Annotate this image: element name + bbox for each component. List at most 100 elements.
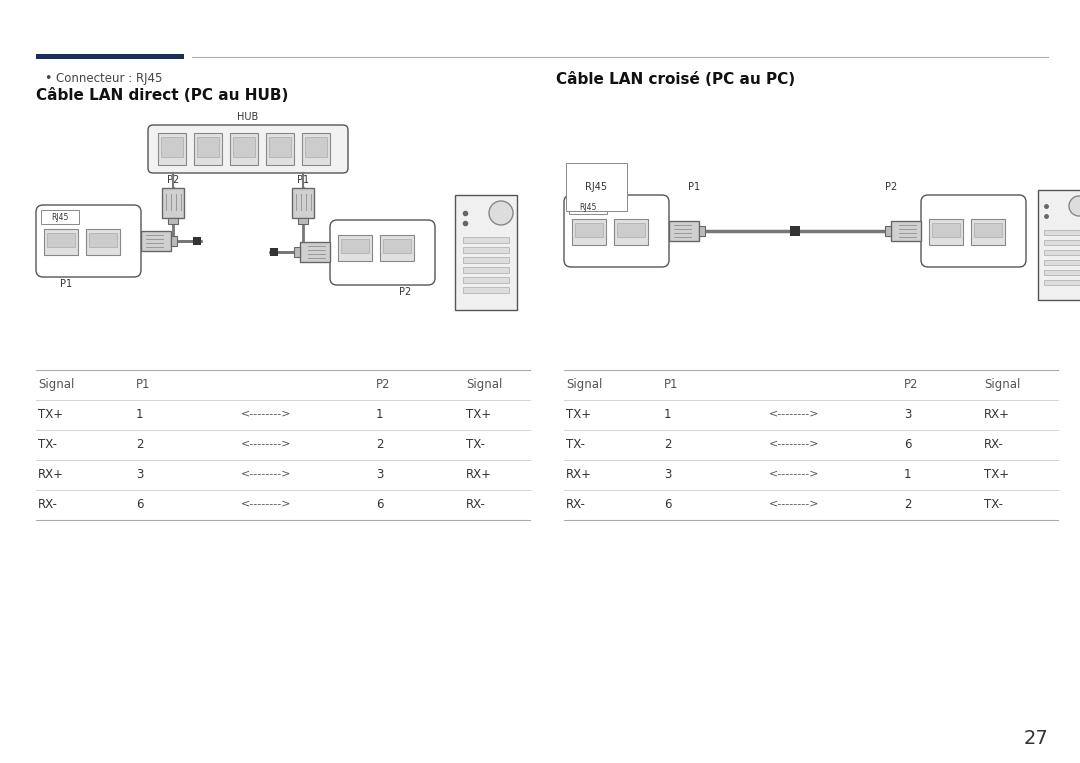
- FancyBboxPatch shape: [148, 125, 348, 173]
- Bar: [1044, 280, 1080, 285]
- Bar: [48, 233, 75, 247]
- Bar: [699, 226, 705, 236]
- Text: Câble LAN croisé (PC au PC): Câble LAN croisé (PC au PC): [556, 72, 795, 87]
- Bar: [463, 247, 509, 253]
- Text: 2: 2: [904, 498, 912, 511]
- Bar: [455, 195, 517, 310]
- Text: Signal: Signal: [38, 378, 75, 391]
- Text: 6: 6: [904, 438, 912, 451]
- Text: 3: 3: [664, 468, 672, 481]
- Bar: [162, 188, 184, 218]
- Bar: [266, 133, 294, 165]
- Bar: [194, 133, 222, 165]
- Bar: [569, 200, 607, 214]
- Text: 3: 3: [136, 468, 144, 481]
- Text: Signal: Signal: [566, 378, 603, 391]
- Bar: [298, 218, 308, 224]
- Bar: [380, 235, 414, 261]
- Bar: [193, 237, 201, 245]
- Bar: [1044, 240, 1080, 245]
- Text: Connecteur : RJ45: Connecteur : RJ45: [56, 72, 162, 85]
- FancyBboxPatch shape: [564, 195, 669, 267]
- Text: RX-: RX-: [984, 438, 1004, 451]
- Circle shape: [1069, 196, 1080, 216]
- Text: HUB: HUB: [238, 112, 258, 122]
- Bar: [617, 223, 645, 237]
- Text: <-------->: <-------->: [769, 408, 820, 418]
- FancyBboxPatch shape: [330, 220, 435, 285]
- Text: 1: 1: [136, 408, 144, 421]
- Bar: [1044, 250, 1080, 255]
- Text: <-------->: <-------->: [241, 468, 292, 478]
- Text: P2: P2: [376, 378, 391, 391]
- Text: 2: 2: [376, 438, 383, 451]
- Text: RJ45: RJ45: [585, 182, 608, 192]
- Text: <-------->: <-------->: [241, 498, 292, 508]
- Text: P1: P1: [59, 279, 72, 289]
- Text: 27: 27: [1023, 729, 1048, 748]
- Text: 1: 1: [376, 408, 383, 421]
- Text: 1: 1: [904, 468, 912, 481]
- Bar: [463, 257, 509, 263]
- Text: P2: P2: [904, 378, 918, 391]
- Text: P2: P2: [399, 287, 411, 297]
- Text: <-------->: <-------->: [241, 408, 292, 418]
- Bar: [158, 133, 186, 165]
- Text: 3: 3: [376, 468, 383, 481]
- Bar: [463, 277, 509, 283]
- Bar: [463, 267, 509, 273]
- FancyBboxPatch shape: [36, 205, 141, 277]
- Text: TX-: TX-: [465, 438, 485, 451]
- Bar: [463, 287, 509, 293]
- Text: <-------->: <-------->: [769, 438, 820, 448]
- Text: TX-: TX-: [984, 498, 1003, 511]
- Text: RX-: RX-: [38, 498, 58, 511]
- Text: RJ45: RJ45: [52, 213, 69, 221]
- Text: <-------->: <-------->: [241, 438, 292, 448]
- Bar: [171, 236, 177, 246]
- Bar: [141, 231, 171, 251]
- Bar: [932, 223, 960, 237]
- Text: <-------->: <-------->: [769, 468, 820, 478]
- Bar: [463, 237, 509, 243]
- Text: TX+: TX+: [566, 408, 591, 421]
- Bar: [1038, 190, 1080, 300]
- Text: P1: P1: [297, 175, 309, 185]
- Text: RX+: RX+: [465, 468, 492, 481]
- Bar: [86, 229, 120, 255]
- Circle shape: [489, 201, 513, 225]
- Bar: [572, 219, 606, 245]
- Bar: [891, 221, 921, 241]
- Text: 6: 6: [376, 498, 383, 511]
- Bar: [41, 210, 79, 224]
- Bar: [974, 223, 1002, 237]
- Text: P2: P2: [885, 182, 897, 192]
- Text: P1: P1: [688, 182, 700, 192]
- Bar: [230, 133, 258, 165]
- Bar: [36, 54, 184, 59]
- Bar: [1044, 270, 1080, 275]
- Bar: [1044, 230, 1080, 235]
- Text: 6: 6: [664, 498, 672, 511]
- FancyBboxPatch shape: [921, 195, 1026, 267]
- Text: <-------->: <-------->: [769, 498, 820, 508]
- Text: •: •: [44, 72, 52, 85]
- Text: P2: P2: [167, 175, 179, 185]
- Bar: [161, 137, 183, 157]
- Text: Signal: Signal: [984, 378, 1021, 391]
- Text: 6: 6: [136, 498, 144, 511]
- Text: 2: 2: [136, 438, 144, 451]
- Text: RX+: RX+: [566, 468, 592, 481]
- Bar: [305, 137, 327, 157]
- Bar: [1044, 260, 1080, 265]
- Text: 1: 1: [664, 408, 672, 421]
- Text: 2: 2: [664, 438, 672, 451]
- Bar: [789, 226, 800, 236]
- Text: RJ45: RJ45: [579, 202, 596, 211]
- Bar: [294, 247, 300, 257]
- Bar: [168, 218, 178, 224]
- Text: TX-: TX-: [566, 438, 585, 451]
- Bar: [269, 137, 291, 157]
- Bar: [929, 219, 963, 245]
- Bar: [89, 233, 117, 247]
